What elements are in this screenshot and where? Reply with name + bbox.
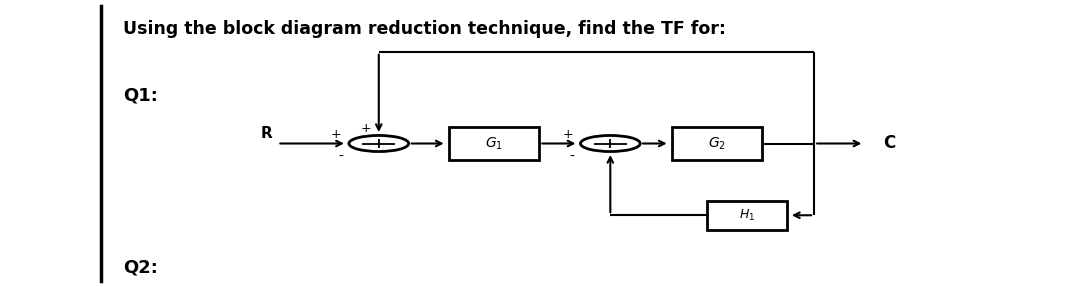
Text: Q1:: Q1: [123,86,158,104]
Text: Q2:: Q2: [123,258,158,276]
Text: $G_2$: $G_2$ [708,135,726,152]
Text: +: + [361,122,371,135]
Text: R: R [260,126,273,141]
Text: -: - [338,150,343,164]
Text: +: + [331,128,341,141]
Text: Using the block diagram reduction technique, find the TF for:: Using the block diagram reduction techni… [123,20,726,38]
Text: -: - [570,150,574,164]
Text: $H_1$: $H_1$ [738,208,755,223]
Text: $G_1$: $G_1$ [485,135,503,152]
Bar [672,127,762,160]
Text: +: + [562,128,573,141]
Bar [448,127,539,160]
Text: C: C [883,135,895,152]
Bar [706,201,786,230]
